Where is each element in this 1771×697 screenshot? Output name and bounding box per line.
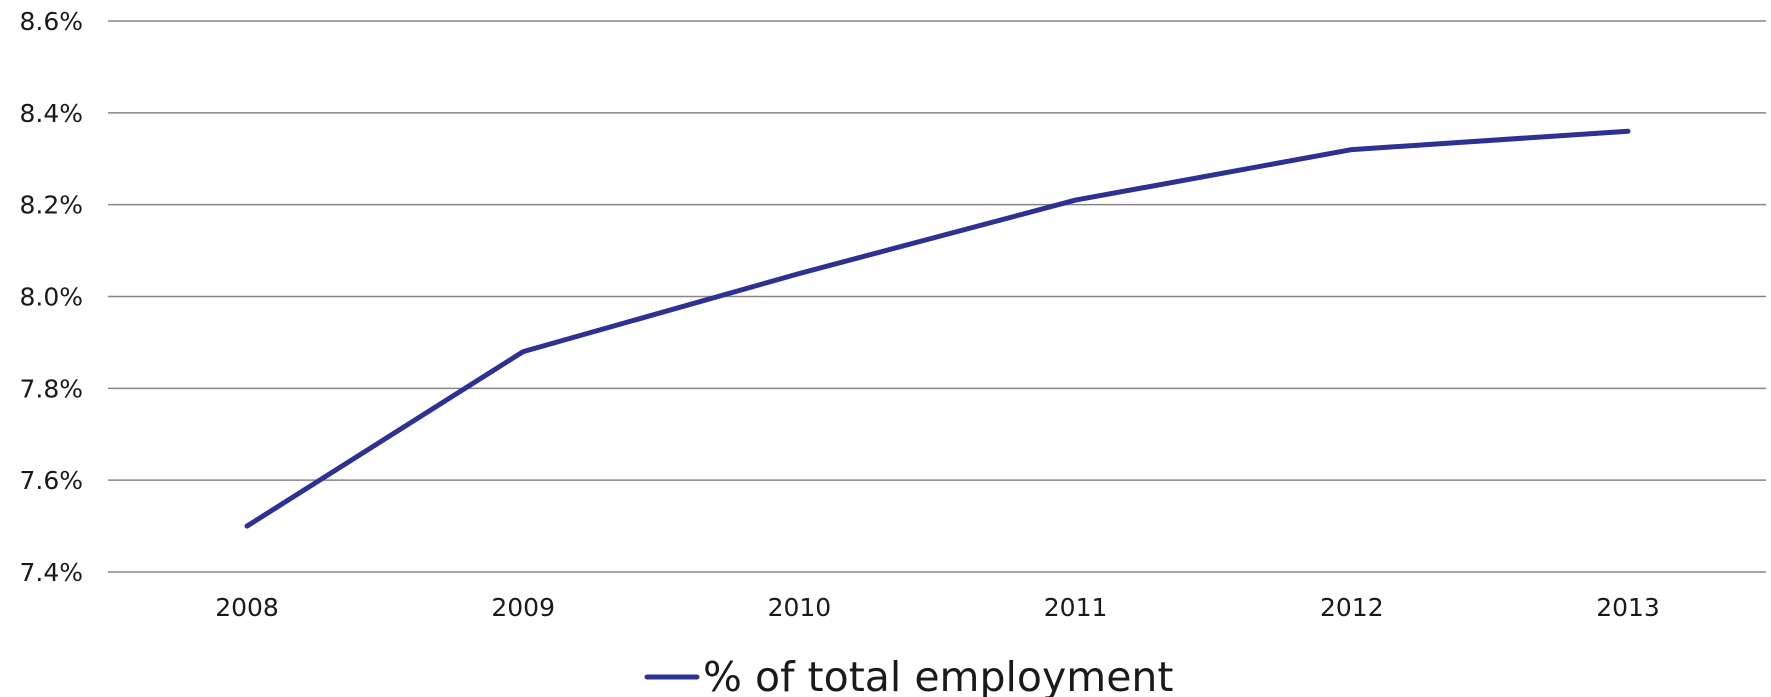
x-tick-label: 2013 [1596,593,1660,622]
series-layer [244,128,1631,529]
x-tick-label: 2009 [491,593,555,622]
y-tick-label: 7.4% [19,558,83,587]
series-line [244,128,1631,529]
y-axis-tick-labels: 7.4% 7.6% 7.8% 8.0% 8.2% 8.4% 8.6% [19,7,83,587]
y-tick-label: 7.8% [19,374,83,403]
y-tick-label: 7.6% [19,466,83,495]
y-tick-label: 8.4% [19,99,83,128]
x-tick-label: 2010 [768,593,832,622]
legend: % of total employment [644,653,1173,697]
gridlines [108,20,1766,573]
y-tick-label: 8.6% [19,7,83,36]
x-tick-label: 2012 [1320,593,1384,622]
x-axis-tick-labels: 2008 2009 2010 2011 2012 2013 [215,593,1660,622]
legend-label: % of total employment [703,653,1173,697]
x-tick-label: 2011 [1044,593,1108,622]
y-tick-label: 8.2% [19,191,83,220]
y-tick-label: 8.0% [19,283,83,312]
x-tick-label: 2008 [215,593,279,622]
